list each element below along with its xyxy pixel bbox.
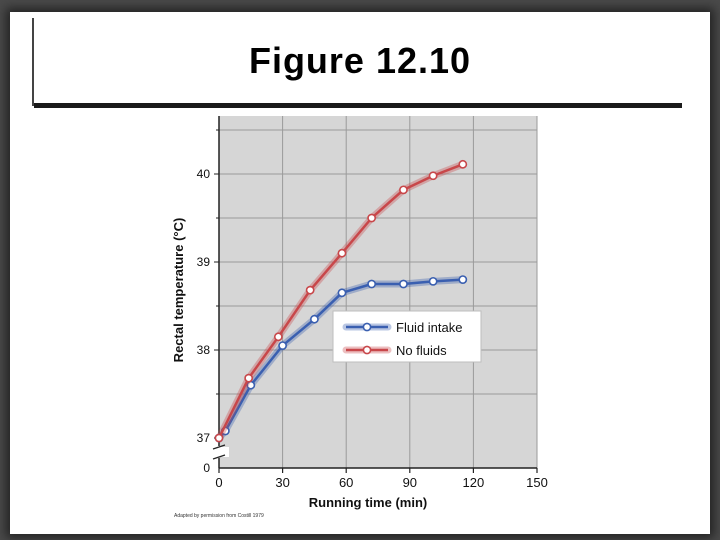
credit-note: Adapted by permission from Costill 1979 bbox=[174, 513, 264, 519]
legend-marker bbox=[362, 345, 372, 355]
x-tick-label: 0 bbox=[215, 475, 222, 490]
grid bbox=[219, 116, 538, 468]
slide-vertical-rule bbox=[32, 18, 34, 106]
x-tick-label: 90 bbox=[403, 475, 417, 490]
legend-label: Fluid intake bbox=[396, 320, 462, 335]
y-tick-label: 38 bbox=[197, 343, 211, 357]
data-point bbox=[367, 213, 377, 223]
axis-break-mark bbox=[212, 454, 226, 460]
y-axis-label: Rectal temperature (°C) bbox=[171, 218, 186, 363]
data-point bbox=[273, 332, 283, 342]
data-point bbox=[458, 275, 468, 284]
data-point bbox=[399, 185, 408, 195]
legend-box bbox=[332, 310, 482, 363]
slide-title: Figure 12.10 bbox=[248, 40, 472, 81]
legend: Fluid intake No fluids bbox=[332, 310, 482, 363]
legend-marker bbox=[362, 322, 372, 332]
data-point bbox=[305, 285, 315, 295]
series-line bbox=[218, 278, 463, 439]
data-point bbox=[244, 373, 254, 383]
data-point bbox=[428, 171, 438, 181]
axes bbox=[212, 116, 538, 473]
data-point bbox=[309, 314, 319, 324]
x-tick-label: 30 bbox=[275, 475, 289, 490]
data-point bbox=[214, 433, 224, 443]
x-tick-label: 120 bbox=[463, 475, 485, 490]
data-point bbox=[428, 276, 438, 286]
data-point bbox=[399, 279, 408, 289]
axis-break-gap bbox=[217, 447, 229, 457]
x-tick-label: 150 bbox=[526, 475, 548, 490]
data-point bbox=[337, 288, 347, 298]
tick-labels: 0 30 60 90 120 150 37 38 39 40 0 bbox=[197, 167, 548, 490]
title-rule bbox=[34, 103, 682, 108]
x-axis-label: Running time (min) bbox=[309, 495, 427, 510]
data-point bbox=[367, 279, 377, 289]
data-point bbox=[337, 248, 347, 258]
y-tick-label: 37 bbox=[197, 431, 211, 445]
data-point bbox=[278, 341, 287, 350]
plot-area bbox=[219, 116, 537, 468]
y-tick-label: 40 bbox=[197, 167, 211, 181]
axis-break-mark bbox=[212, 444, 226, 450]
y-zero-label: 0 bbox=[203, 461, 210, 475]
x-tick-label: 60 bbox=[339, 475, 353, 490]
y-tick-label: 39 bbox=[197, 255, 211, 269]
series-layer bbox=[214, 159, 468, 443]
legend-label: No fluids bbox=[396, 343, 447, 358]
data-point bbox=[458, 159, 468, 169]
